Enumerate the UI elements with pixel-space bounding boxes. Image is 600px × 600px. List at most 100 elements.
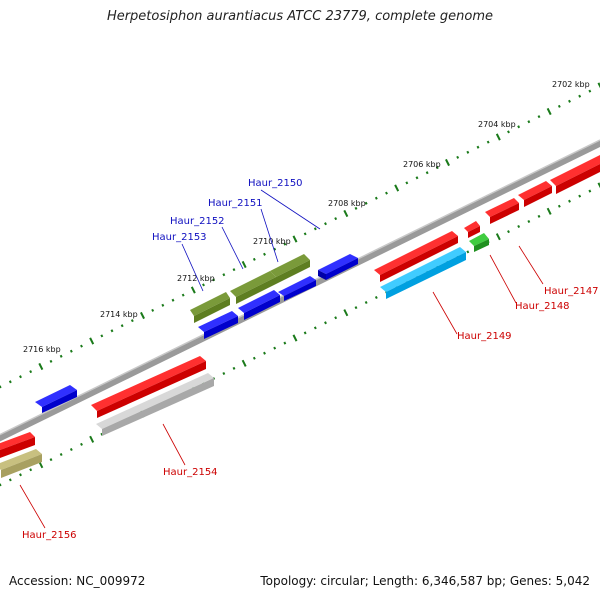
scale-minor-tick bbox=[517, 225, 521, 229]
scale-minor-tick bbox=[374, 196, 378, 200]
scale-minor-tick bbox=[425, 171, 429, 175]
scale-minor-tick bbox=[252, 257, 256, 261]
scale-minor-tick bbox=[69, 349, 73, 353]
scale-minor-tick bbox=[120, 324, 124, 328]
gene-upper-blue-c[interactable] bbox=[198, 311, 238, 339]
scale-major-tick bbox=[597, 82, 600, 89]
scale-minor-tick bbox=[374, 295, 378, 299]
gene-label-haur-2151: Haur_2151 bbox=[208, 198, 263, 209]
scale-label: 2714 kbp bbox=[100, 310, 138, 319]
scale-minor-tick bbox=[557, 204, 561, 208]
gene-label-haur-2147: Haur_2147 bbox=[544, 286, 599, 297]
gene-upper-blue-d[interactable] bbox=[35, 385, 77, 413]
scale-major-tick bbox=[546, 107, 552, 116]
scale-label: 2716 kbp bbox=[23, 345, 61, 354]
scale-minor-tick bbox=[334, 217, 338, 221]
scale-minor-tick bbox=[110, 329, 114, 333]
scale-minor-tick bbox=[151, 308, 155, 312]
scale-minor-tick bbox=[0, 385, 2, 389]
gene-haur-2153[interactable] bbox=[190, 292, 230, 323]
scale-minor-tick bbox=[59, 453, 63, 457]
gene-haur-2152[interactable] bbox=[230, 271, 276, 304]
gene-label-haur-2149: Haur_2149 bbox=[457, 331, 512, 342]
scale-major-tick bbox=[89, 337, 95, 345]
scale-major-tick bbox=[140, 311, 145, 320]
scale-minor-tick bbox=[313, 227, 317, 231]
scale-minor-tick bbox=[527, 120, 531, 124]
scale-minor-tick bbox=[181, 293, 185, 297]
gene-haur-2156[interactable] bbox=[0, 449, 42, 478]
scale-minor-tick bbox=[29, 370, 33, 374]
scale-minor-tick bbox=[19, 375, 22, 379]
scale-minor-tick bbox=[263, 252, 266, 256]
gene-haur-2150[interactable] bbox=[318, 254, 358, 280]
scale-label: 2710 kbp bbox=[253, 237, 291, 246]
scale-major-tick bbox=[394, 184, 400, 192]
scale-minor-tick bbox=[517, 125, 521, 129]
gene-haur-2151[interactable] bbox=[270, 254, 310, 284]
scale-major-tick bbox=[546, 207, 552, 215]
scale-minor-tick bbox=[8, 478, 12, 482]
gene-label-haur-2153: Haur_2153 bbox=[152, 232, 207, 243]
gene-red-mid[interactable] bbox=[374, 231, 458, 282]
scale-minor-tick bbox=[171, 298, 175, 302]
scale-major-tick bbox=[89, 435, 95, 443]
scale-minor-tick bbox=[588, 89, 592, 93]
gene-haur-2147[interactable] bbox=[464, 221, 480, 238]
scale-major-tick bbox=[445, 158, 450, 167]
summary-text: Topology: circular; Length: 6,346,587 bp… bbox=[260, 574, 590, 588]
scale-minor-tick bbox=[385, 191, 388, 195]
scale-minor-tick bbox=[232, 366, 236, 370]
scale-minor-tick bbox=[557, 104, 561, 108]
pointer-lines-minus bbox=[19, 245, 544, 529]
scale-label: 2702 kbp bbox=[552, 80, 590, 89]
scale-minor-tick bbox=[324, 222, 327, 226]
gene-red-right-c[interactable] bbox=[485, 198, 519, 224]
scale-label: 2706 kbp bbox=[403, 160, 441, 169]
gene-haur-2149[interactable] bbox=[380, 247, 466, 299]
scale-major-tick bbox=[597, 182, 600, 189]
scale-minor-tick bbox=[130, 319, 134, 323]
scale-minor-tick bbox=[252, 356, 256, 360]
scale-minor-tick bbox=[507, 130, 510, 134]
scale-minor-tick bbox=[283, 341, 287, 345]
scale-minor-tick bbox=[283, 242, 287, 246]
gene-red-edge[interactable] bbox=[0, 432, 35, 458]
scale-minor-tick bbox=[466, 150, 470, 154]
gene-red-left[interactable] bbox=[91, 356, 206, 418]
scale-minor-tick bbox=[222, 371, 226, 375]
scale-minor-tick bbox=[100, 334, 104, 338]
map-title: Herpetosiphon aurantiacus ATCC 23779, co… bbox=[106, 9, 494, 24]
gene-haur-2154[interactable] bbox=[96, 373, 214, 436]
scale-minor-tick bbox=[466, 250, 470, 254]
scale-major-tick bbox=[495, 133, 501, 141]
gene-haur-2148[interactable] bbox=[469, 233, 489, 252]
scale-label: 2704 kbp bbox=[478, 120, 516, 129]
gene-red-right-b[interactable] bbox=[518, 181, 552, 207]
scale-major-tick bbox=[495, 233, 501, 241]
gene-label-haur-2156: Haur_2156 bbox=[22, 530, 77, 541]
scale-label: 2708 kbp bbox=[328, 199, 366, 208]
scale-minor-tick bbox=[303, 232, 307, 236]
scale-minor-tick bbox=[324, 321, 327, 325]
scale-major-tick bbox=[190, 286, 196, 294]
scale-minor-tick bbox=[405, 181, 409, 185]
scale-major-tick bbox=[343, 309, 349, 317]
scale-minor-tick bbox=[212, 278, 216, 282]
scale-minor-tick bbox=[313, 326, 317, 330]
scale-minor-tick bbox=[263, 351, 266, 355]
gene-red-far-right[interactable] bbox=[550, 155, 600, 194]
scale-minor-tick bbox=[415, 176, 419, 180]
scale-minor-tick bbox=[507, 230, 510, 234]
scale-minor-tick bbox=[364, 301, 368, 305]
scale-minor-tick bbox=[537, 115, 541, 119]
scale-major-tick bbox=[38, 362, 44, 371]
scale-minor-tick bbox=[69, 447, 73, 451]
gene-upper-blue-a[interactable] bbox=[278, 276, 316, 301]
scale-minor-tick bbox=[588, 189, 592, 193]
gene-upper-blue-b[interactable] bbox=[238, 290, 280, 320]
scale-minor-tick bbox=[486, 140, 490, 144]
scale-minor-tick bbox=[49, 458, 53, 462]
scale-minor-tick bbox=[59, 354, 63, 358]
scale-minor-tick bbox=[354, 206, 358, 210]
